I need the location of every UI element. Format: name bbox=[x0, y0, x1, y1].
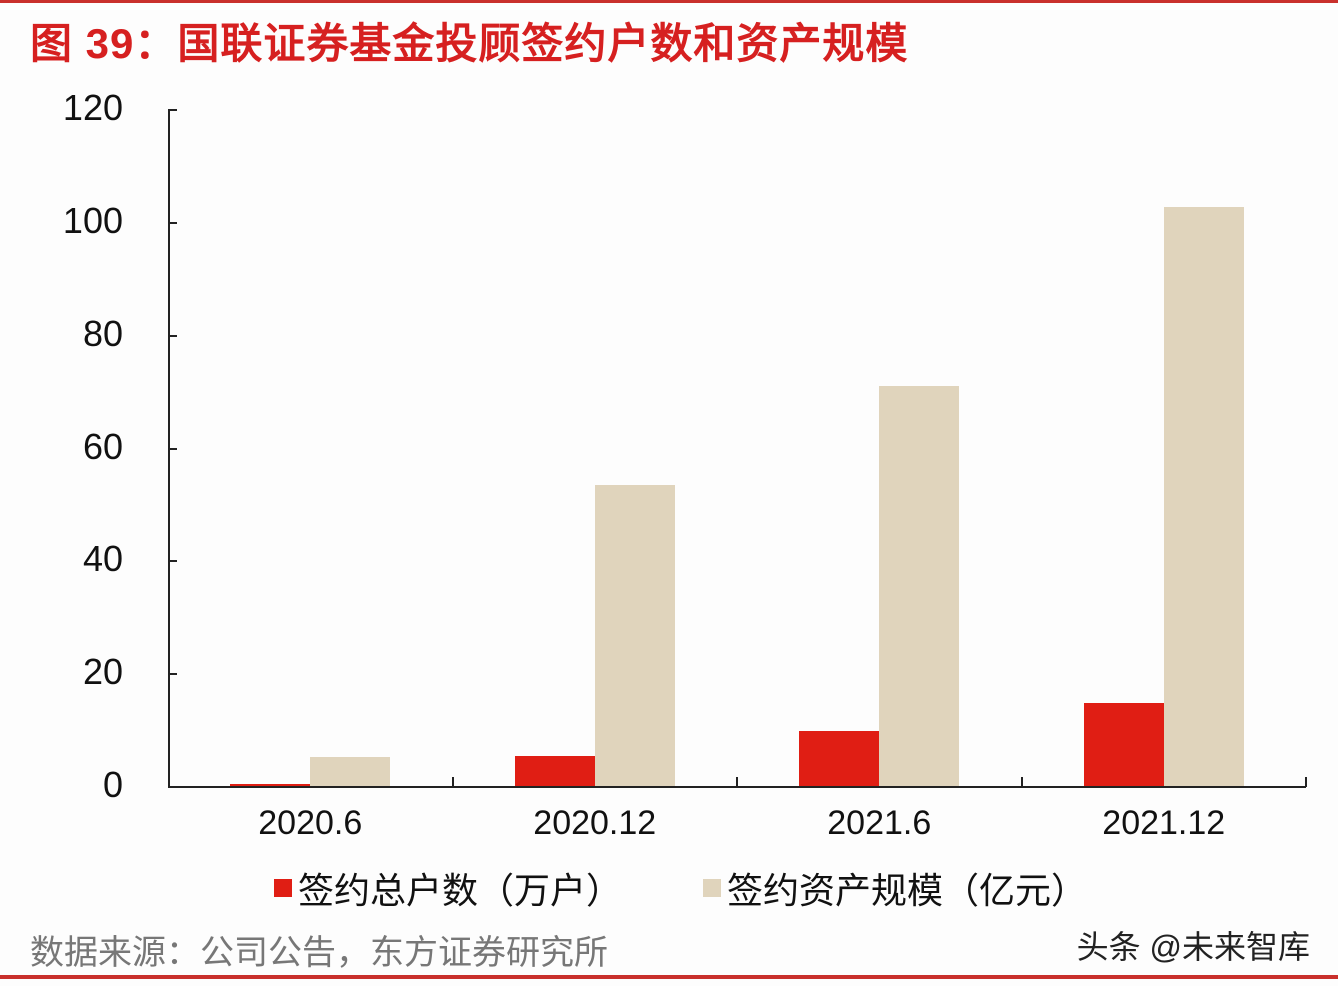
y-tick bbox=[168, 109, 177, 111]
legend-item-assets: 签约资产规模（亿元） bbox=[703, 862, 1087, 914]
y-tick-label: 60 bbox=[82, 425, 123, 467]
y-tick-label: 120 bbox=[62, 87, 123, 128]
x-tick bbox=[451, 777, 454, 787]
y-tick-label: 80 bbox=[82, 312, 123, 354]
bar-assets-2021.6 bbox=[879, 386, 960, 786]
legend: 签约总户数（万户） 签约资产规模（亿元） bbox=[0, 862, 1338, 912]
bar-accounts-2020.12 bbox=[514, 756, 595, 786]
y-tick bbox=[168, 221, 177, 224]
bar-accounts-2021.6 bbox=[799, 730, 880, 786]
legend-swatch-beige bbox=[703, 879, 721, 897]
x-tick bbox=[1020, 777, 1023, 787]
x-tick bbox=[1305, 777, 1307, 787]
bar-assets-2020.12 bbox=[594, 484, 675, 786]
y-tick bbox=[168, 673, 177, 676]
bar-assets-2020.6 bbox=[310, 756, 391, 786]
bar-accounts-2020.6 bbox=[230, 784, 311, 786]
y-tick-label: 0 bbox=[102, 764, 123, 805]
bar-accounts-2021.12 bbox=[1083, 702, 1164, 786]
bar-assets-2021.12 bbox=[1163, 207, 1244, 786]
x-tick-label: 2020.6 bbox=[258, 804, 363, 842]
watermark: 头条 @未来智库 bbox=[1076, 929, 1310, 965]
y-tick bbox=[168, 560, 177, 563]
y-tick-label: 40 bbox=[82, 538, 123, 580]
x-axis bbox=[168, 786, 1306, 788]
data-source: 数据来源：公司公告，东方证券研究所 bbox=[30, 934, 608, 972]
x-tick-label: 2020.12 bbox=[533, 804, 657, 842]
top-rule bbox=[0, 0, 1338, 3]
y-tick bbox=[168, 334, 177, 337]
y-tick bbox=[168, 786, 177, 788]
legend-label-accounts: 签约总户数（万户） bbox=[298, 870, 623, 911]
x-tick-label: 2021.12 bbox=[1102, 804, 1226, 842]
x-tick-label: 2021.6 bbox=[827, 804, 932, 842]
bottom-rule bbox=[0, 975, 1338, 979]
x-tick bbox=[736, 777, 738, 787]
y-tick bbox=[168, 447, 177, 450]
legend-swatch-red bbox=[274, 879, 292, 897]
legend-item-accounts: 签约总户数（万户） bbox=[274, 862, 622, 914]
legend-label-assets: 签约资产规模（亿元） bbox=[727, 870, 1088, 911]
chart-title: 图 39：国联证券基金投顾签约户数和资产规模 bbox=[30, 20, 909, 67]
y-tick-label: 20 bbox=[82, 651, 123, 693]
y-tick-label: 100 bbox=[62, 199, 123, 241]
